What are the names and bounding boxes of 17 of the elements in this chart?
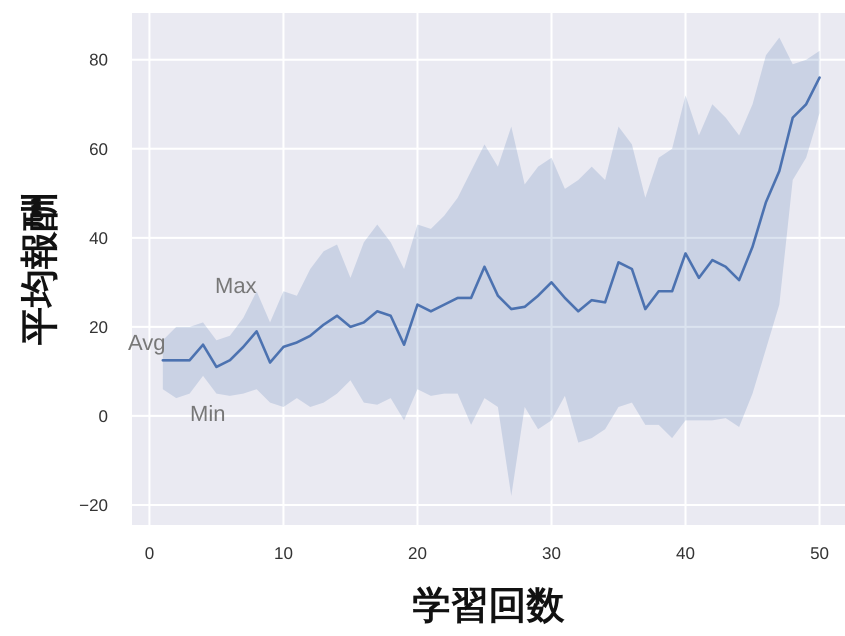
annotation: Max	[215, 273, 257, 298]
x-tick-label: 40	[676, 544, 695, 563]
y-axis-title: 平均報酬	[19, 193, 61, 345]
y-tick-label: 60	[89, 140, 108, 159]
annotation: Avg	[128, 330, 166, 355]
y-tick-label: −20	[79, 496, 108, 515]
y-tick-label: 0	[98, 406, 108, 426]
x-tick-label: 20	[408, 544, 427, 563]
y-tick-label: 40	[89, 228, 108, 248]
x-tick-label: 30	[542, 544, 561, 563]
y-tick-label: 20	[89, 318, 108, 337]
x-tick-label: 0	[144, 544, 154, 563]
y-tick-label: 80	[89, 50, 108, 70]
x-axis-title: 学習回数	[412, 585, 566, 627]
x-tick-label: 10	[274, 544, 293, 563]
annotation: Min	[190, 401, 226, 426]
x-tick-label: 50	[810, 544, 829, 563]
